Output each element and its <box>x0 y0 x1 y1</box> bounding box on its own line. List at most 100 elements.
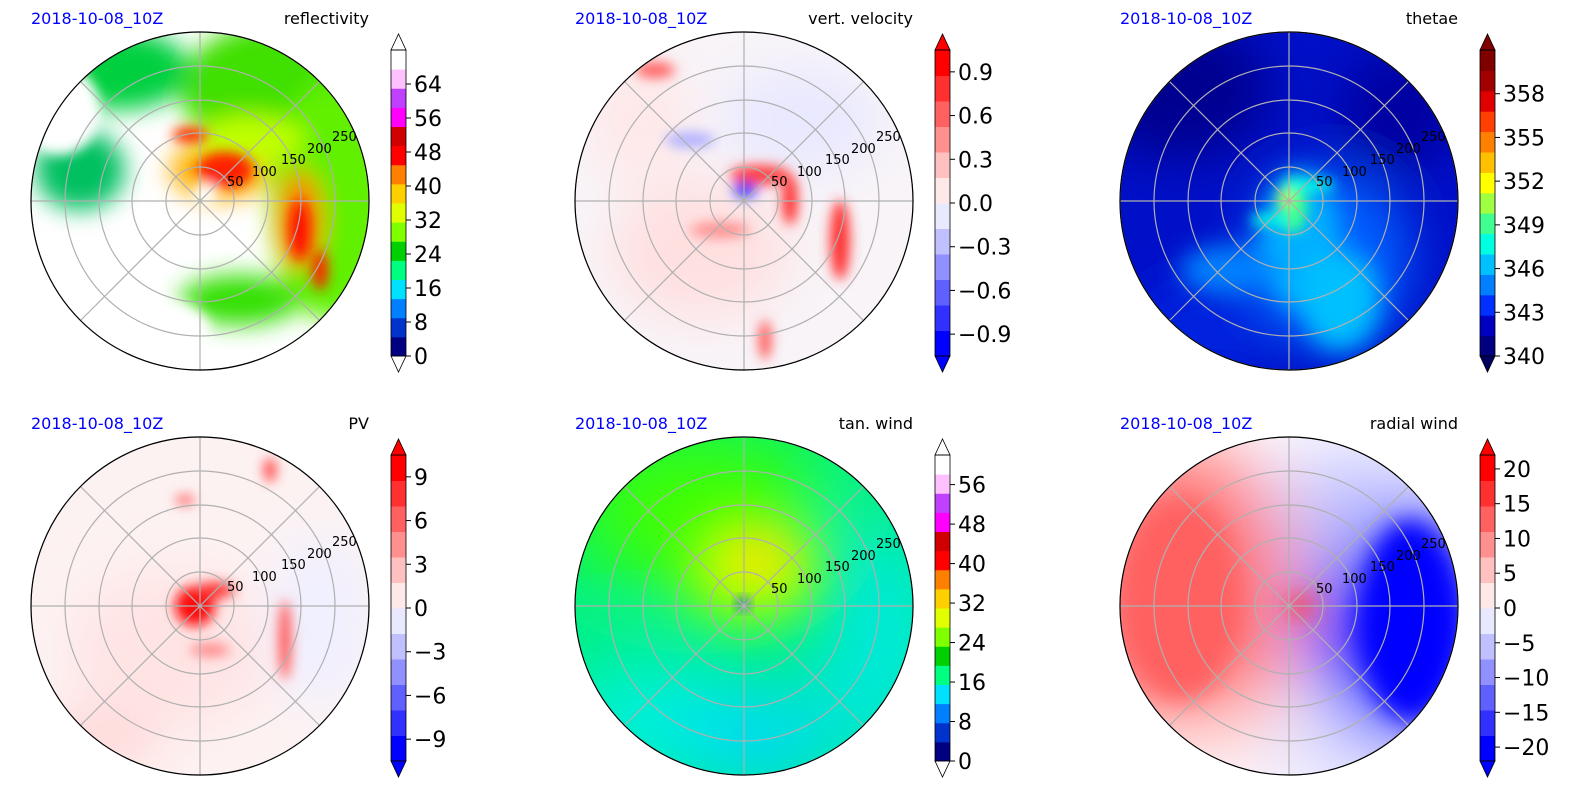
ring-label-50: 50 <box>1316 175 1333 190</box>
ring-label-50: 50 <box>771 175 788 190</box>
colorbar-segment <box>1480 684 1495 711</box>
panel-date-label: 2018-10-08_10Z <box>575 414 707 434</box>
ring-label-250: 250 <box>332 535 357 550</box>
colorbar-segment <box>391 317 406 338</box>
colorbar-tick-label: −9 <box>414 728 446 753</box>
colorbar-segment <box>391 241 406 261</box>
colorbar-segment <box>935 531 950 552</box>
colorbar-extend-low <box>390 760 407 778</box>
colorbar-tick-label: 15 <box>1503 493 1531 518</box>
ring-label-100: 100 <box>252 570 277 585</box>
colorbar-tick-label: 0.0 <box>958 192 993 217</box>
ring-labels: 50 100 150 200 250 <box>1316 130 1446 190</box>
colorbar-tick-label: 0.6 <box>958 105 993 130</box>
colorbar-segment <box>1480 710 1495 736</box>
panel-radial-wind: 2018-10-08_10Z radial wind <box>1119 414 1549 778</box>
colorbar-extend-low <box>1479 355 1496 373</box>
colorbar-outline <box>934 454 951 762</box>
polar-outline <box>1119 436 1459 776</box>
colorbar-tick-label: −15 <box>1503 701 1549 726</box>
colorbar-segment <box>391 506 406 532</box>
colorbar-segment <box>391 50 406 70</box>
colorbar-segment <box>1480 294 1495 316</box>
colorbar-segment <box>935 512 950 532</box>
colorbar-tick-label: 0.3 <box>958 148 993 173</box>
ring-label-150: 150 <box>825 153 850 168</box>
colorbar-segment <box>1480 192 1495 214</box>
ring-label-200: 200 <box>851 142 876 157</box>
ring-label-100: 100 <box>1342 572 1367 587</box>
polar-grid <box>1119 436 1459 776</box>
colorbar-tick-label: 8 <box>414 311 428 336</box>
colorbar-segment <box>391 145 406 166</box>
colorbar-tick-label: −0.6 <box>958 279 1011 304</box>
panel-variable-label: thetae <box>1406 9 1458 28</box>
colorbar-tick-label: 10 <box>1503 527 1531 552</box>
colorbar-segment <box>1480 172 1495 194</box>
colorbar-segment <box>1480 315 1495 337</box>
colorbar-tick-label: 16 <box>414 277 442 302</box>
colorbar-tick-label: 352 <box>1503 170 1545 195</box>
colorbar-extend-low <box>390 355 407 373</box>
colorbar-tick-label: 32 <box>414 209 442 234</box>
colorbar-outline <box>1479 49 1496 357</box>
ring-labels: 50 100 150 200 250 <box>227 535 357 595</box>
colorbar-segment <box>1480 274 1495 296</box>
colorbar-segment <box>935 493 950 513</box>
ring-label-150: 150 <box>825 560 850 575</box>
colorbar-tick-label: 5 <box>1503 562 1517 587</box>
ring-label-150: 150 <box>281 558 306 573</box>
colorbar-tick-label: 0 <box>414 345 428 370</box>
colorbar-segment <box>935 305 950 331</box>
colorbar-segment <box>1480 50 1495 71</box>
colorbar: 358 355 352 349 346 343 340 <box>1479 33 1545 373</box>
colorbar-segment <box>391 183 406 204</box>
panel-date-label: 2018-10-08_10Z <box>575 9 707 29</box>
colorbar: 56 48 40 32 24 16 8 0 <box>934 438 986 778</box>
colorbar-tick-label: 24 <box>958 632 986 657</box>
polar-field <box>1120 32 1458 370</box>
colorbar-segment <box>935 101 950 127</box>
ring-labels: 50 100 150 200 250 <box>771 130 901 190</box>
colorbar-segment <box>1480 335 1495 357</box>
ring-label-200: 200 <box>307 142 332 157</box>
polar-outline <box>30 436 370 776</box>
colorbar-segment <box>391 531 406 558</box>
colorbar-tick-label: 355 <box>1503 126 1545 151</box>
colorbar-segment <box>935 177 950 204</box>
ring-label-100: 100 <box>1342 165 1367 180</box>
colorbar-segment <box>935 703 950 724</box>
colorbar-segment <box>1480 152 1495 173</box>
colorbar-segment <box>391 88 406 108</box>
panel-variable-label: radial wind <box>1370 414 1458 433</box>
colorbar-segment <box>935 741 950 762</box>
colorbar-segment <box>935 474 950 494</box>
colorbar-segment <box>935 608 950 628</box>
polar-grid <box>1119 31 1459 371</box>
colorbar-segment <box>935 126 950 153</box>
colorbar-segment <box>391 107 406 127</box>
colorbar-segment <box>391 608 406 634</box>
colorbar-segment <box>935 50 950 76</box>
panel-vert-velocity: 2018-10-08_10Z vert. velocity <box>574 9 1011 373</box>
ring-labels: 50 100 150 200 250 <box>227 130 357 190</box>
colorbar-tick-label: −20 <box>1503 736 1549 761</box>
colorbar-tick-label: −10 <box>1503 667 1549 692</box>
colorbar-segment <box>935 228 950 255</box>
colorbar-tick-label: 24 <box>414 243 442 268</box>
colorbar-tick-label: 32 <box>958 592 986 617</box>
ring-label-50: 50 <box>227 175 244 190</box>
ring-labels: 50 100 150 200 250 <box>1316 537 1446 597</box>
colorbar-tick-label: 56 <box>958 474 986 499</box>
colorbar-segment <box>1480 608 1495 634</box>
colorbar-segment <box>391 336 406 357</box>
colorbar-segment <box>391 203 406 223</box>
colorbar-tick-label: 340 <box>1503 345 1545 370</box>
colorbar-segment <box>1480 480 1495 507</box>
ring-label-200: 200 <box>1396 142 1421 157</box>
panel-variable-label: tan. wind <box>839 414 913 433</box>
polar-grid <box>30 436 370 776</box>
colorbar-segment <box>391 480 406 507</box>
polar-outline <box>574 436 914 776</box>
